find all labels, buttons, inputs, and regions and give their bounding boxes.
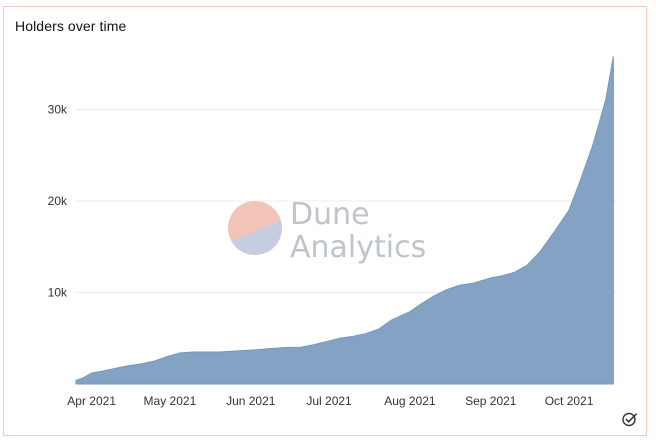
area-series — [75, 56, 614, 385]
x-tick-label: Apr 2021 — [67, 394, 116, 408]
x-axis: Apr 2021 May 2021 Jun 2021 Jul 2021 Aug 2021… — [67, 394, 593, 408]
x-tick-label: Jul 2021 — [306, 394, 352, 408]
watermark-line2: Analytics — [290, 230, 426, 265]
y-axis: 10k 20k 30k — [48, 102, 68, 299]
x-tick-label: Sep 2021 — [465, 394, 517, 408]
x-tick-label: Oct 2021 — [545, 394, 594, 408]
y-tick-label: 20k — [48, 194, 68, 208]
y-tick-label: 30k — [48, 102, 68, 116]
watermark-line1: Dune — [290, 197, 370, 232]
check-circle-icon[interactable] — [622, 411, 638, 427]
x-tick-label: May 2021 — [144, 394, 197, 408]
y-tick-label: 10k — [48, 285, 68, 299]
x-tick-label: Aug 2021 — [384, 394, 436, 408]
watermark: Dune Analytics — [228, 197, 426, 265]
chart-title: Holders over time — [15, 18, 127, 34]
x-tick-label: Jun 2021 — [226, 394, 276, 408]
